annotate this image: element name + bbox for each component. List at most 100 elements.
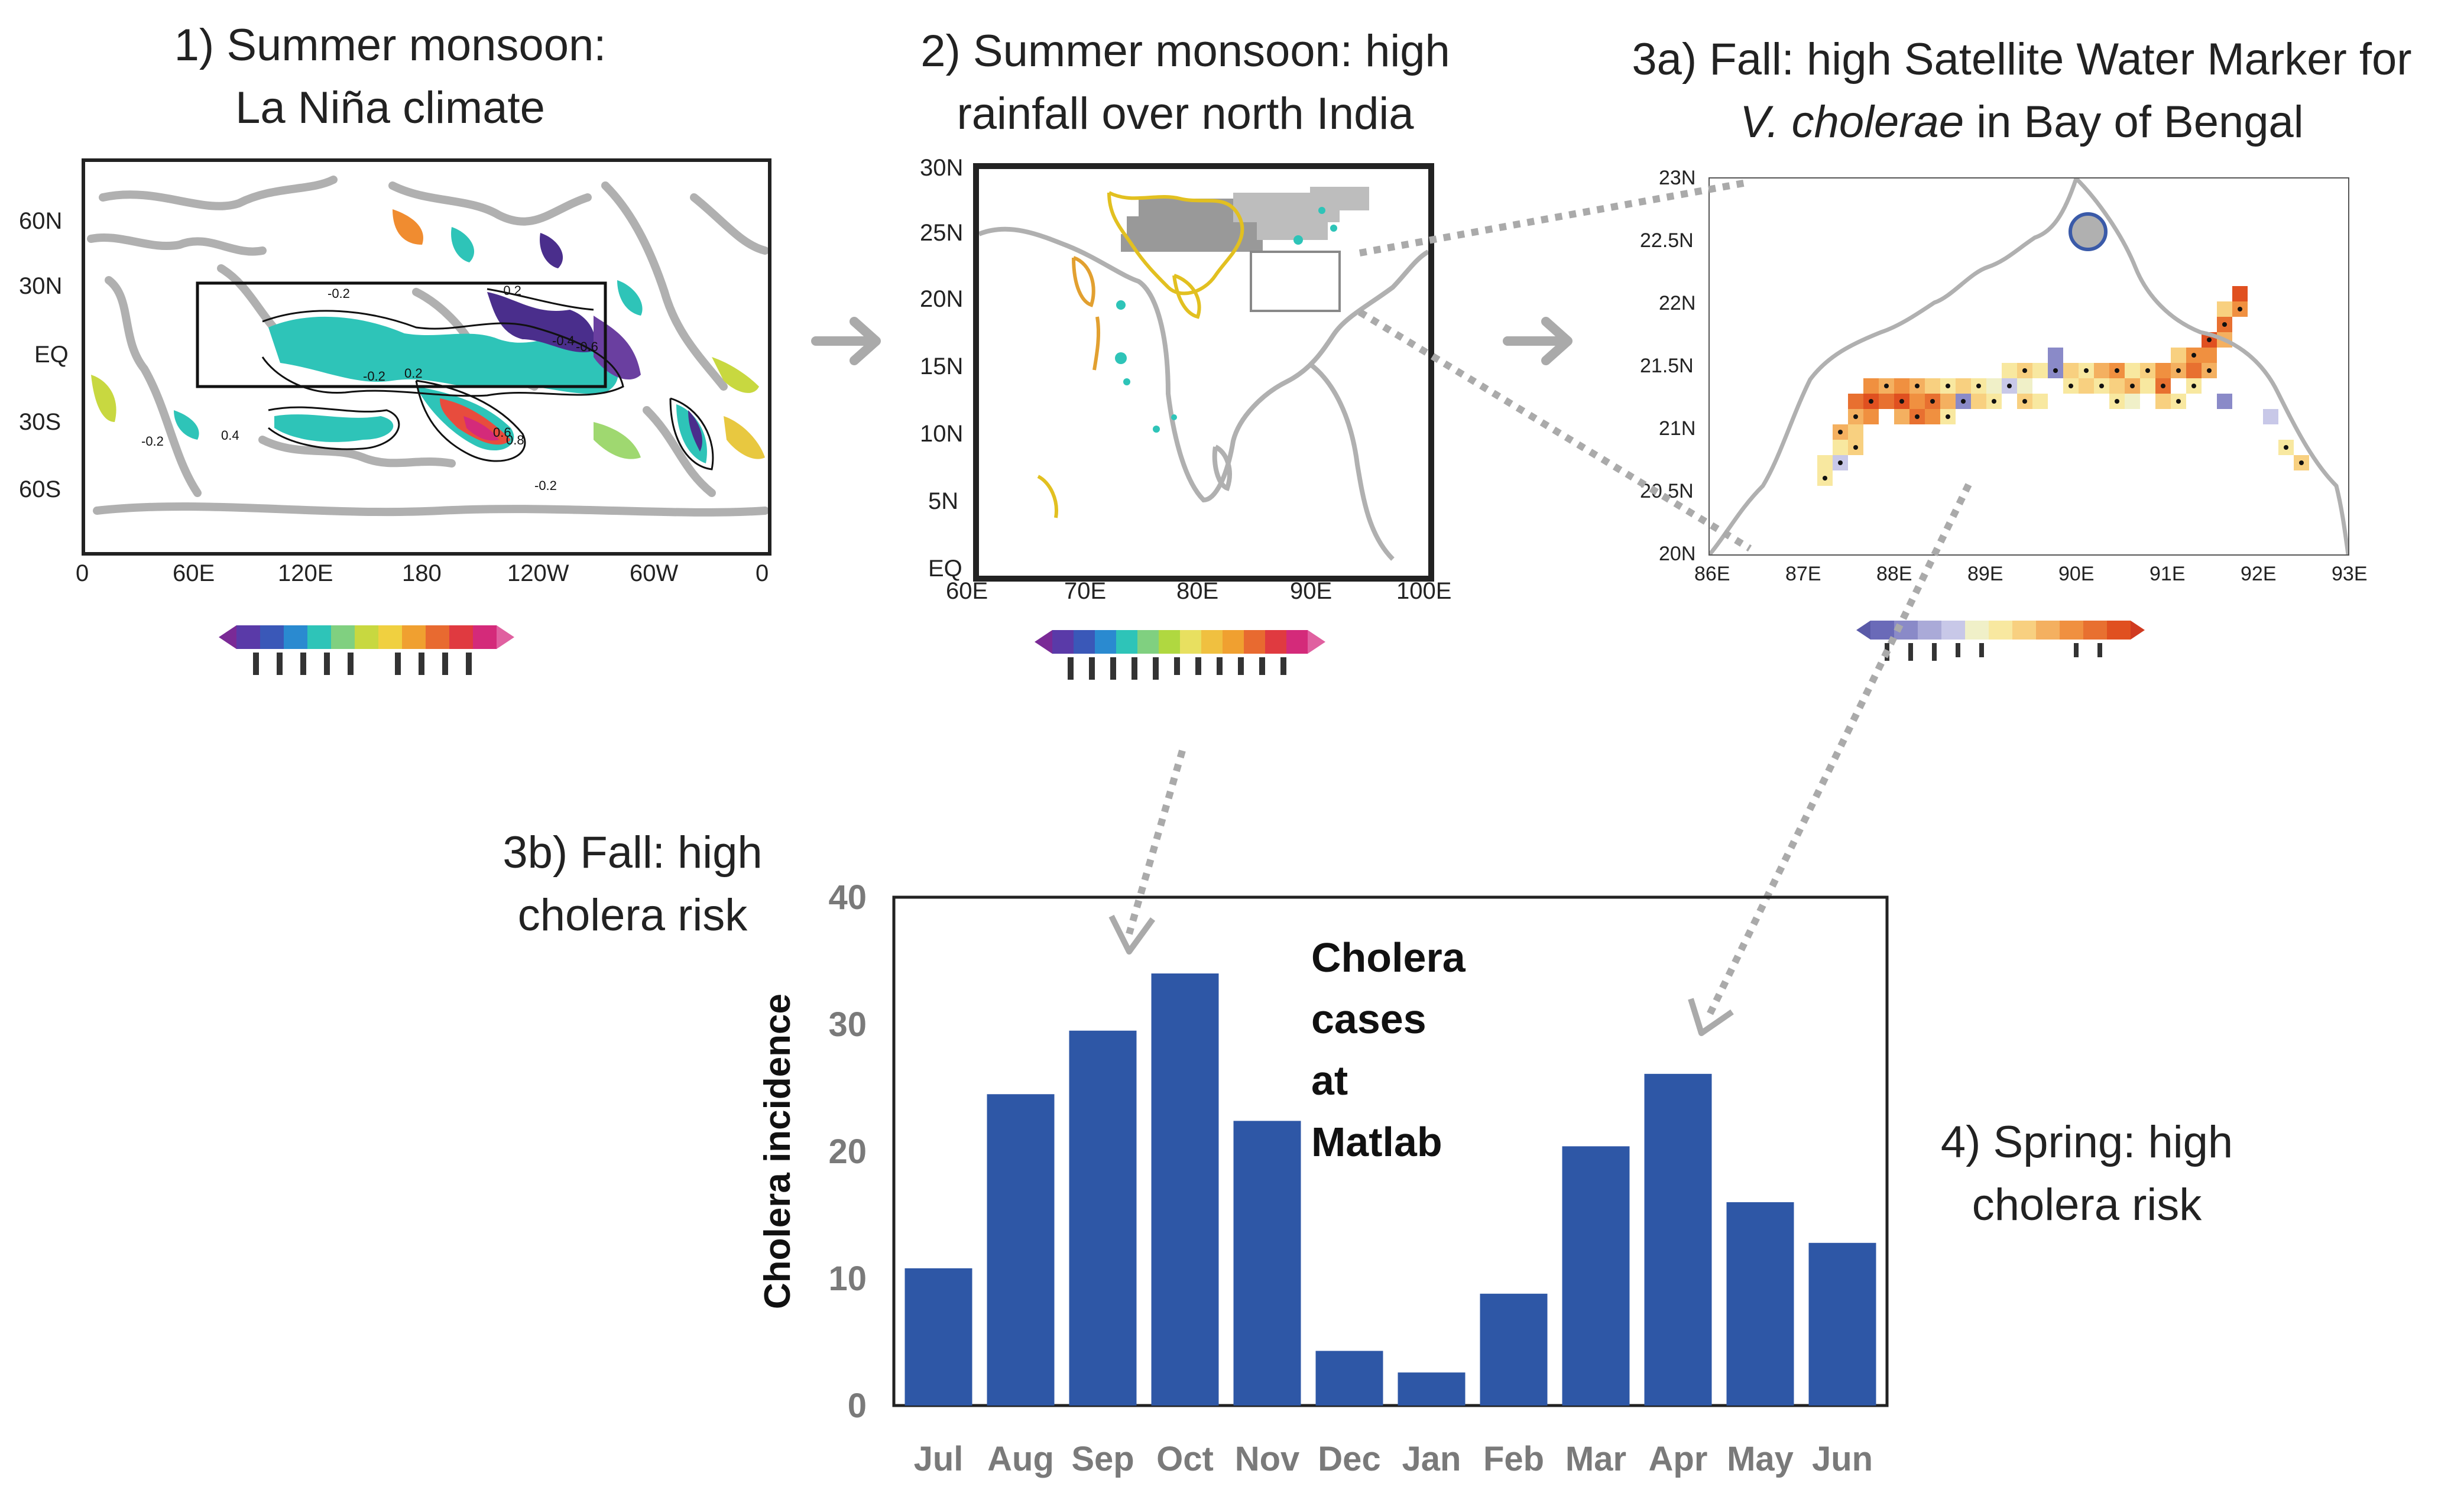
x-tick-label: May: [1727, 1440, 1794, 1478]
map3-lon-tick: 89E: [1967, 563, 2003, 585]
map2-lon-tick: 90E: [1290, 578, 1332, 604]
significance-dot: [1946, 384, 1950, 388]
map2-lat-tick: 25N: [920, 220, 964, 246]
bar-mar: [1562, 1146, 1630, 1406]
contour-label: 0.2: [404, 366, 423, 381]
significance-dot: [2145, 368, 2150, 373]
india-map-frame: [973, 163, 1434, 582]
map1-lat-tick: 30S: [19, 409, 61, 435]
caption-panel-4: 4) Spring: high cholera risk: [1898, 1111, 2276, 1236]
grid-cell: [2125, 363, 2140, 378]
grid-cell: [2263, 409, 2278, 424]
grid-cell: [2032, 363, 2048, 378]
grid-cell: [2171, 348, 2186, 363]
significance-dot: [2176, 399, 2181, 404]
y-tick-label: 20: [828, 1132, 867, 1171]
grid-cell: [1833, 440, 1848, 455]
bar-may: [1726, 1202, 1794, 1406]
global-map-svg: -0.2 -0.2 -0.4 -0.6 -0.2 0.2 0.6 0.8 -0.…: [87, 176, 768, 517]
contour-label: -0.2: [499, 283, 521, 298]
significance-dot: [1899, 399, 1904, 404]
chart-frame: [892, 895, 1889, 1407]
chart-y-axis-label: Cholera incidence: [757, 994, 798, 1309]
significance-dot: [2176, 368, 2181, 373]
bay-of-bengal-box: [1250, 251, 1341, 312]
significance-dot: [2115, 399, 2119, 404]
grid-cell: [2140, 378, 2155, 394]
map1-lon-tick: 0: [76, 560, 89, 586]
bar-nov: [1233, 1121, 1301, 1406]
y-tick-label: 40: [828, 878, 867, 917]
bar-dec: [1315, 1351, 1383, 1406]
colorbar-tick-marks: [1068, 657, 1286, 680]
matlab-location-marker: [2069, 212, 2108, 251]
grid-cell: [2155, 363, 2171, 378]
rainfall-contours: [1037, 191, 1244, 518]
caption-3a-location: in Bay of Bengal: [1964, 97, 2304, 147]
caption-panel-3a: 3a) Fall: high Satellite Water Marker fo…: [1590, 28, 2453, 154]
caption-panel-2: 2) Summer monsoon: high rainfall over no…: [869, 20, 1502, 145]
map3-lon-tick: 90E: [2058, 563, 2095, 585]
contour-label: -0.2: [328, 286, 350, 301]
map2-lon-tick: 100E: [1396, 578, 1452, 604]
map1-lat-tick: 60S: [19, 476, 61, 502]
significance-dot: [2084, 368, 2089, 373]
grid-cell: [1940, 394, 1956, 409]
y-tick-label: 0: [848, 1387, 867, 1425]
grid-cell: [2017, 378, 2032, 394]
india-map-svg: [979, 187, 1428, 561]
caption-4-line-2: cholera risk: [1972, 1180, 2202, 1230]
chart-x-ticks: Jul Aug Sep Oct Nov Dec Jan Feb Mar Apr May Jun: [914, 1440, 1873, 1478]
x-tick-label: Nov: [1235, 1440, 1300, 1478]
x-tick-label: Oct: [1156, 1440, 1214, 1478]
significance-dot: [2115, 368, 2119, 373]
significance-dot: [2191, 353, 2196, 358]
grid-cell: [2079, 378, 2094, 394]
map2-lat-tick: 30N: [920, 155, 964, 181]
grid-cell: [2202, 348, 2217, 363]
grid-cell: [1848, 424, 1863, 440]
bar-sep: [1069, 1030, 1137, 1406]
chart-title-line-2: at Matlab: [1311, 1057, 1442, 1165]
grid-cell: [1956, 378, 1971, 394]
contour-label: 0.6: [493, 425, 511, 440]
significance-dot: [2161, 384, 2165, 388]
map1-lon-tick: 60E: [173, 560, 215, 586]
grid-cell: [1909, 394, 1925, 409]
caption-3b-line-1: 3b) Fall: high: [502, 827, 763, 878]
grid-cell: [2125, 394, 2140, 409]
x-tick-label: Mar: [1565, 1440, 1626, 1478]
grid-cell: [2217, 394, 2232, 409]
chart-bars: [904, 973, 1876, 1406]
significance-dot: [1853, 445, 1858, 450]
x-tick-label: Sep: [1071, 1440, 1134, 1478]
x-tick-label: Jan: [1402, 1440, 1461, 1478]
x-tick-label: Feb: [1483, 1440, 1544, 1478]
significance-dot: [2022, 368, 2027, 373]
grid-cell: [2217, 301, 2232, 317]
map2-colorbar: [1035, 630, 1325, 680]
grid-cell: [2155, 394, 2171, 409]
map1-lon-tick: 120W: [507, 560, 569, 586]
map3-lon-tick: 92E: [2241, 563, 2277, 585]
grid-cell: [2186, 363, 2202, 378]
map1-lon-tick: 60W: [630, 560, 679, 586]
x-tick-label: Apr: [1649, 1440, 1708, 1478]
bar-oct: [1151, 973, 1219, 1406]
map1-lat-tick: 60N: [19, 208, 63, 234]
contour-label: -0.2: [363, 369, 385, 384]
significance-dot: [1976, 384, 1981, 388]
chart-title: Cholera cases at Matlab: [1311, 927, 1466, 1173]
bar-apr: [1644, 1073, 1712, 1406]
caption-3a-line-2: V. cholerae in Bay of Bengal: [1590, 91, 2453, 154]
caption-panel-3b: 3b) Fall: high cholera risk: [467, 822, 798, 947]
bay-grid-cells: [1817, 286, 2309, 486]
bar-jun: [1808, 1242, 1876, 1406]
significance-dot: [2022, 399, 2027, 404]
significance-dot: [2284, 445, 2288, 450]
caption-2-line-2: rainfall over north India: [957, 89, 1414, 139]
significance-dot: [2191, 384, 2196, 388]
map1-lon-tick: 180: [402, 560, 442, 586]
grid-cell: [1894, 409, 1909, 424]
significance-dot: [1869, 399, 1873, 404]
